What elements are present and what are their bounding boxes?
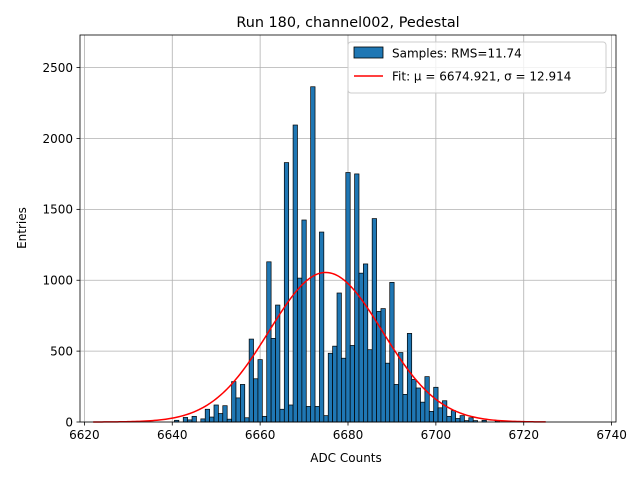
histogram-bar bbox=[455, 418, 461, 423]
histogram-bar bbox=[314, 406, 320, 423]
histogram-bar bbox=[301, 219, 307, 423]
histogram-bar bbox=[191, 415, 197, 423]
chart-title: Run 180, channel002, Pedestal bbox=[236, 15, 459, 31]
histogram-bar bbox=[393, 384, 399, 423]
histogram-bar bbox=[415, 387, 421, 423]
histogram-bars bbox=[174, 86, 500, 423]
histogram-bar bbox=[248, 338, 254, 423]
histogram-bar bbox=[279, 408, 285, 423]
histogram-bar bbox=[380, 308, 386, 423]
histogram-bar bbox=[292, 124, 298, 423]
histogram-bar bbox=[345, 172, 351, 423]
histogram-bar bbox=[257, 359, 263, 423]
histogram-bar bbox=[428, 411, 435, 423]
histogram-bar bbox=[384, 362, 391, 423]
histogram-bar bbox=[354, 173, 360, 423]
x-tick-label: 6680 bbox=[333, 428, 364, 442]
y-tick-label: 2000 bbox=[42, 132, 73, 146]
histogram-bar bbox=[468, 417, 474, 423]
histogram-bar bbox=[297, 277, 303, 423]
histogram-bar bbox=[450, 410, 456, 423]
histogram-bar bbox=[420, 401, 426, 423]
y-axis-label: Entries bbox=[15, 207, 29, 249]
y-tick-label: 0 bbox=[65, 415, 73, 429]
histogram-bar bbox=[446, 415, 452, 423]
legend-box bbox=[347, 41, 607, 94]
histogram-bar bbox=[437, 407, 443, 423]
legend-histogram-label: Samples: RMS=11.74 bbox=[392, 47, 522, 61]
histogram-bar bbox=[358, 272, 364, 423]
histogram-bar bbox=[182, 417, 188, 423]
histogram-bar bbox=[275, 304, 281, 423]
histogram-bar bbox=[288, 404, 294, 423]
histogram-bar bbox=[240, 384, 246, 423]
histogram-bar bbox=[283, 162, 290, 423]
x-axis-label: ADC Counts bbox=[310, 451, 382, 465]
histogram-bar bbox=[349, 345, 355, 423]
histogram-bar bbox=[204, 408, 210, 423]
histogram-bar bbox=[459, 415, 465, 423]
histogram-bar bbox=[209, 416, 215, 423]
legend-histogram-swatch bbox=[353, 46, 384, 59]
histogram-bar bbox=[200, 418, 206, 423]
x-tick-label: 6660 bbox=[245, 428, 276, 442]
x-axis-ticks: 6620 6640 6660 6680 6700 6720 6740 bbox=[69, 422, 627, 442]
x-tick-label: 6720 bbox=[508, 428, 539, 442]
histogram-bar bbox=[213, 404, 219, 423]
histogram-bar bbox=[424, 376, 430, 423]
legend: Samples: RMS=11.74 Fit: μ = 6674.921, σ … bbox=[347, 41, 607, 94]
histogram-bar bbox=[305, 406, 312, 423]
histogram-bar bbox=[367, 349, 373, 423]
histogram-bar bbox=[323, 415, 329, 423]
y-tick-label: 1000 bbox=[42, 274, 73, 288]
histogram-bar bbox=[218, 413, 224, 423]
histogram-bar bbox=[411, 379, 417, 423]
histogram-bar bbox=[341, 357, 347, 423]
legend-fit-label: Fit: μ = 6674.921, σ = 12.914 bbox=[392, 70, 571, 84]
histogram-bar bbox=[261, 415, 268, 423]
histogram-bar bbox=[389, 282, 395, 423]
x-tick-label: 6640 bbox=[157, 428, 188, 442]
histogram-bar bbox=[310, 86, 316, 423]
x-tick-label: 6620 bbox=[69, 428, 100, 442]
histogram-bar bbox=[406, 333, 413, 423]
histogram-bar bbox=[222, 405, 228, 423]
y-tick-label: 2500 bbox=[42, 61, 73, 75]
histogram-bar bbox=[266, 261, 272, 423]
histogram-bar bbox=[319, 231, 325, 423]
histogram-bar bbox=[253, 378, 259, 423]
histogram-bar bbox=[244, 417, 250, 423]
gaussian-fit-curve bbox=[93, 271, 546, 423]
y-tick-label: 500 bbox=[50, 344, 73, 358]
histogram-bar bbox=[336, 292, 342, 423]
histogram-bar bbox=[332, 345, 338, 423]
x-tick-label: 6700 bbox=[421, 428, 452, 442]
histogram-bar bbox=[433, 386, 439, 423]
histogram-bar bbox=[231, 381, 237, 423]
x-tick-label: 6740 bbox=[596, 428, 627, 442]
fit-curve-layer bbox=[93, 271, 546, 423]
histogram-bar bbox=[270, 338, 276, 423]
histogram-bar bbox=[327, 352, 333, 423]
histogram-bar bbox=[226, 418, 232, 423]
histogram-bar bbox=[235, 397, 241, 423]
y-tick-label: 1500 bbox=[42, 203, 73, 217]
y-axis-ticks: 0 500 1000 1500 2000 2500 bbox=[42, 61, 80, 429]
histogram-bar bbox=[402, 394, 408, 423]
histogram-bar bbox=[363, 263, 369, 423]
